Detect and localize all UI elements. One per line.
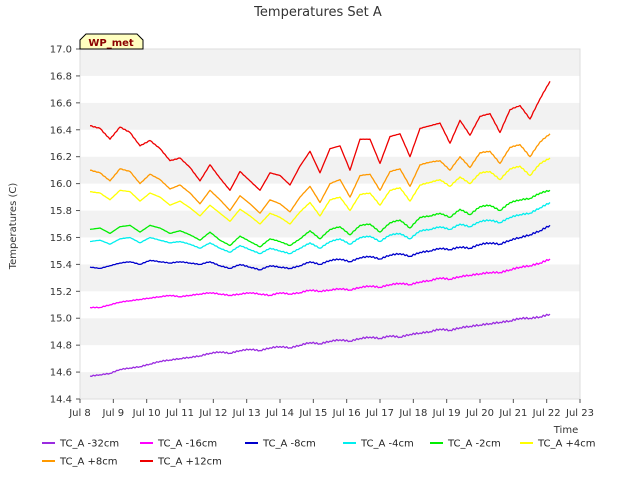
y-tick-label: 16.8 xyxy=(50,71,72,82)
y-tick-label: 14.4 xyxy=(50,395,72,406)
y-tick-label: 16.6 xyxy=(50,98,72,109)
legend-label: TC_A +8cm xyxy=(59,457,118,468)
series-line-6 xyxy=(89,157,551,225)
grid-band xyxy=(80,291,580,319)
y-tick-label: 16.2 xyxy=(50,152,72,163)
y-tick-label: 16.4 xyxy=(50,125,72,136)
x-tick-label: Jul 20 xyxy=(465,408,494,419)
y-tick-label: 14.6 xyxy=(50,368,72,379)
legend-label: TC_A -8cm xyxy=(262,439,316,450)
x-tick-label: Jul 21 xyxy=(498,408,527,419)
grid-band xyxy=(80,129,580,157)
y-tick-label: 14.8 xyxy=(50,341,72,352)
series-line-4 xyxy=(89,202,551,255)
x-tick-label: Jul 10 xyxy=(132,408,161,419)
x-tick-label: Jul 18 xyxy=(398,408,427,419)
series-line-3 xyxy=(89,224,551,271)
grid-bands xyxy=(80,49,580,399)
badge-text: WP_met xyxy=(88,38,134,49)
chart-title: Temperatures Set A xyxy=(253,5,382,20)
grid-band xyxy=(80,102,580,130)
plot-area xyxy=(79,48,581,400)
x-tick-label: Jul 22 xyxy=(532,408,561,419)
y-tick-label: 17.0 xyxy=(50,45,72,56)
x-axis-title: Time xyxy=(553,425,578,436)
x-tick-label: Jul 16 xyxy=(332,408,361,419)
series-line-2 xyxy=(89,258,551,309)
legend-label: TC_A -2cm xyxy=(447,439,501,450)
x-tick-label: Jul 9 xyxy=(102,408,125,419)
y-axis-title: Temperatures (C) xyxy=(8,183,19,271)
x-tick-label: Jul 19 xyxy=(432,408,461,419)
legend-label: TC_A -32cm xyxy=(59,439,119,450)
series-line-7 xyxy=(89,133,551,214)
x-tick-label: Jul 17 xyxy=(365,408,394,419)
y-tick-label: 16.0 xyxy=(50,179,72,190)
x-tick-label: Jul 13 xyxy=(232,408,261,419)
y-axis: 14.4 14.6 14.8 15.0 15.2 15.4 15.6 15.8 16.0 16.2… xyxy=(50,45,80,406)
legend-label: TC_A -16cm xyxy=(157,439,217,450)
y-tick-label: 15.6 xyxy=(50,233,72,244)
x-tick-label: Jul 12 xyxy=(198,408,227,419)
wp-met-badge: WP_met xyxy=(79,33,144,50)
x-axis: Jul 8 Jul 9 Jul 10 Jul 11 Jul 12 Jul 13 Jul 14… xyxy=(68,399,594,419)
grid-band xyxy=(80,156,580,184)
x-tick-label: Jul 11 xyxy=(165,408,194,419)
legend-label: TC_A -4cm xyxy=(360,439,414,450)
legend: TC_A -32cm TC_A -16cm TC_A -8cm TC_A -4cm TC… xyxy=(42,439,596,468)
y-tick-label: 15.0 xyxy=(50,314,72,325)
legend-label: TC_A +4cm xyxy=(537,439,596,450)
grid-band xyxy=(80,372,580,399)
y-tick-label: 15.4 xyxy=(50,260,72,271)
series-lines xyxy=(89,81,551,377)
series-line-1 xyxy=(89,313,551,377)
x-tick-label: Jul 23 xyxy=(565,408,594,419)
grid-band xyxy=(80,264,580,292)
x-tick-label: Jul 8 xyxy=(68,408,91,419)
series-line-5 xyxy=(89,189,551,248)
badge-shape xyxy=(79,33,144,50)
grid-band xyxy=(80,210,580,238)
legend-label: TC_A +12cm xyxy=(157,457,222,468)
grid-band xyxy=(80,49,580,76)
y-tick-label: 15.8 xyxy=(50,206,72,217)
series-line-8 xyxy=(89,81,551,191)
grid-band xyxy=(80,345,580,373)
x-tick-label: Jul 15 xyxy=(298,408,327,419)
grid-band xyxy=(80,183,580,211)
y-tick-label: 15.2 xyxy=(50,287,72,298)
x-tick-label: Jul 14 xyxy=(265,408,294,419)
grid-band xyxy=(80,75,580,103)
